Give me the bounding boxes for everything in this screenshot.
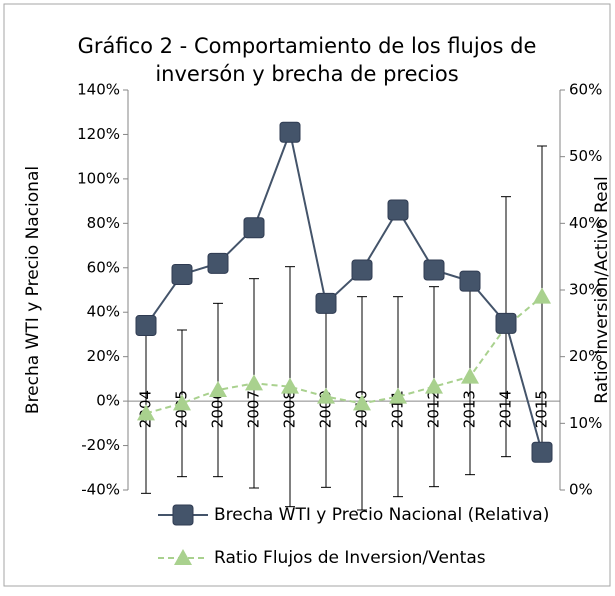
y2-tick-label: 10% — [569, 414, 602, 432]
legend-label: Brecha WTI y Precio Nacional (Relativa) — [214, 505, 549, 525]
data-point — [207, 252, 229, 274]
y-tick-label: 80% — [87, 214, 120, 232]
data-point — [243, 217, 265, 239]
data-point — [135, 315, 157, 337]
data-point — [279, 121, 301, 143]
y-tick-label: -40% — [81, 481, 120, 499]
data-point — [459, 270, 481, 292]
chart-border — [3, 3, 611, 587]
data-point — [281, 377, 299, 394]
data-point — [245, 374, 263, 391]
data-point — [137, 404, 155, 421]
y2-tick-label: 50% — [569, 147, 602, 165]
data-point — [171, 263, 193, 285]
data-point — [351, 259, 373, 281]
data-point — [315, 292, 337, 314]
y-tick-label: 40% — [87, 303, 120, 321]
data-point — [317, 387, 335, 404]
legend-label: Ratio Flujos de Inversion/Ventas — [214, 548, 486, 568]
data-point — [533, 287, 551, 304]
data-point — [173, 394, 191, 411]
y-tick-label: 20% — [87, 347, 120, 365]
series-line — [145, 295, 543, 415]
chart-title: inversón y brecha de precios — [155, 62, 458, 86]
y2-tick-label: 30% — [569, 281, 602, 299]
y2-tick-label: 40% — [569, 214, 602, 232]
y2-axis-label: Ratio Inversion/Activo Real — [592, 176, 612, 403]
y2-tick-label: 60% — [569, 81, 602, 99]
y2-tick-label: 20% — [569, 347, 602, 365]
data-point — [425, 377, 443, 394]
data-point — [353, 394, 371, 411]
data-point — [495, 312, 517, 334]
y-tick-label: 0% — [96, 392, 120, 410]
data-point — [389, 387, 407, 404]
chart-title: Gráfico 2 - Comportamiento de los flujos… — [78, 34, 537, 58]
y-tick-label: 100% — [77, 169, 120, 187]
data-point — [423, 259, 445, 281]
data-point — [387, 199, 409, 221]
legend-marker — [172, 504, 194, 526]
y-tick-label: 120% — [77, 125, 120, 143]
y-tick-label: 140% — [77, 81, 120, 99]
y-tick-label: -20% — [81, 436, 120, 454]
legend-marker — [174, 549, 192, 565]
y-axis-label: Brecha WTI y Precio Nacional — [23, 166, 43, 414]
data-point — [209, 381, 227, 397]
data-point — [461, 367, 479, 384]
y2-tick-label: 0% — [569, 481, 593, 499]
y-tick-label: 60% — [87, 258, 120, 276]
data-point — [531, 441, 553, 463]
